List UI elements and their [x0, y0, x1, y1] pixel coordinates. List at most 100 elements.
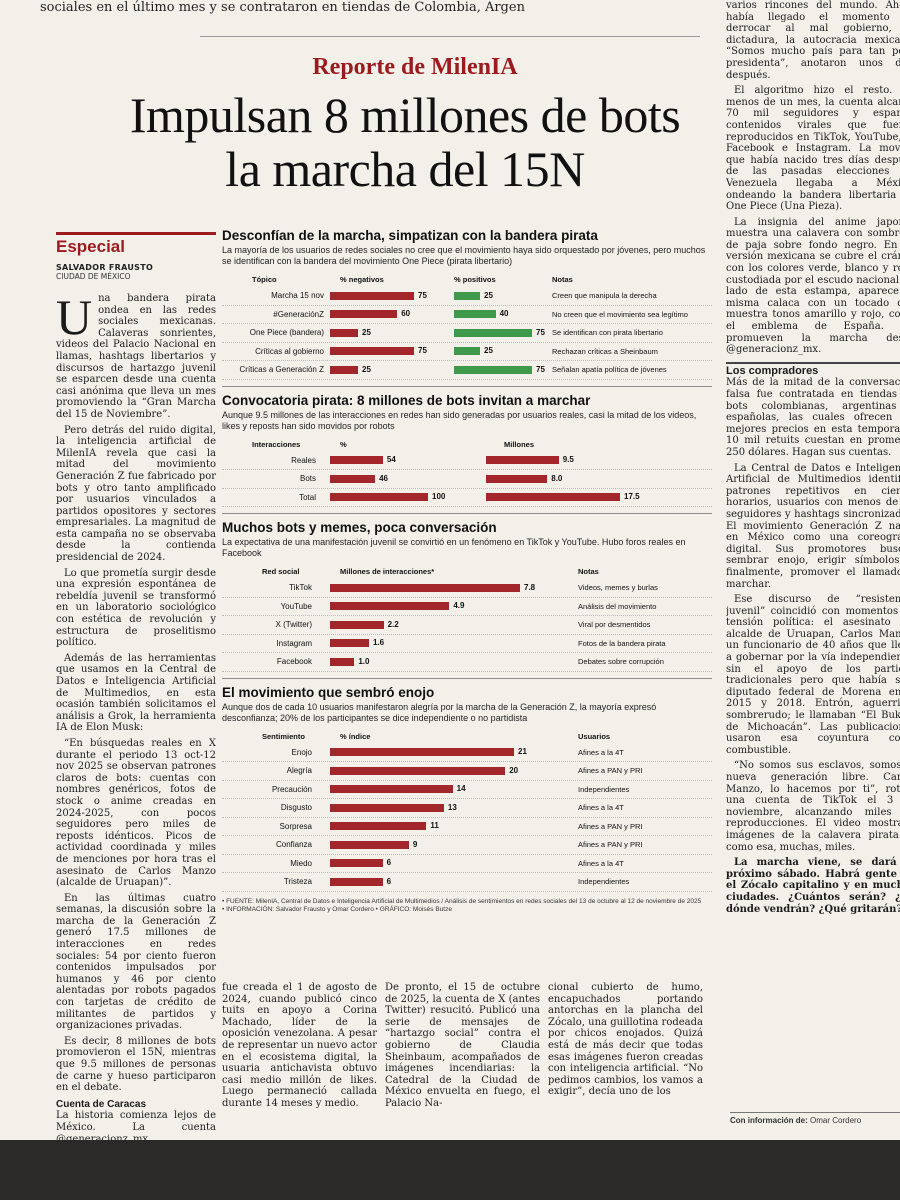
row-label: Confianza — [275, 840, 312, 849]
value-interactions: 1.0 — [358, 656, 370, 666]
value-negative: 25 — [362, 327, 371, 337]
newspaper-page: sociales en el último mes y se contratar… — [0, 0, 900, 1145]
headline: Impulsan 8 millones de bots la marcha de… — [129, 87, 681, 197]
chart-rows: Marcha 15 nov 75 25 Creen que manipula la d… — [222, 287, 712, 380]
table-surface — [0, 1140, 900, 1200]
row-users: Afines a la 4T — [578, 858, 624, 868]
value-negative: 25 — [362, 364, 371, 374]
bar-positive — [454, 365, 532, 374]
bar-negative — [330, 310, 398, 318]
row-label: X (Twitter) — [275, 620, 312, 629]
row-note: No creen que el movimiento sea legítimo — [552, 309, 688, 319]
paragraph: El algoritmo hizo el resto. En menos de … — [726, 85, 900, 213]
row-users: Afines a la 4T — [578, 747, 624, 757]
paragraph: “En búsquedas reales en X durante el per… — [56, 737, 216, 889]
value-negative: 75 — [418, 346, 427, 355]
table-row: Críticas a Generación Z 25 75 Señalan apatí… — [222, 361, 712, 380]
source-line: • FUENTE: MilenIA, Central de Datos e In… — [222, 897, 702, 905]
table-row: #GeneraciónZ 60 40 No creen que el movimien… — [222, 306, 712, 324]
bar-positive — [454, 291, 480, 300]
value-percent: 54 — [386, 455, 396, 464]
bar-positive — [454, 328, 532, 337]
paragraph: La Central de Datos e Inteligencia Artif… — [726, 462, 900, 590]
value-sentiment: 21 — [518, 747, 527, 756]
chart-title: Convocatoria pirata: 8 millones de bots … — [222, 392, 591, 408]
row-users: Afines a PAN y PRI — [578, 766, 643, 775]
value-sentiment: 14 — [456, 784, 466, 793]
header-notes: Notas — [552, 275, 573, 284]
chart-1: Desconfían de la marcha, simpatizan con … — [222, 228, 712, 380]
bar-sentiment — [330, 748, 514, 756]
row-users: Independientes — [578, 784, 630, 794]
value-positive: 25 — [484, 346, 493, 355]
contributor-credit: Con información de: Omar Cordero — [730, 1112, 900, 1125]
top-rule — [200, 36, 700, 37]
table-row: Enojo 21 Afines a la 4T — [222, 744, 712, 762]
bar-sentiment — [330, 803, 444, 812]
table-row: Bots 46 8.0 — [222, 470, 712, 489]
header-value: Millones de interacciones* — [340, 567, 435, 576]
table-row: Reales 54 9.5 — [222, 452, 712, 470]
article-body-col3: De pronto, el 15 de octubre de 2025, la … — [385, 982, 540, 1109]
byline-city: CIUDAD DE MÉXICO — [56, 272, 131, 281]
value-positive: 25 — [484, 290, 493, 300]
subhead: Cuenta de Caracas — [56, 1098, 147, 1110]
header-notes: Notas — [578, 567, 599, 576]
paragraph: La insignia del anime japonés muestra un… — [726, 216, 900, 356]
header-pct: % — [340, 439, 347, 449]
row-label: Enojo — [291, 747, 312, 757]
header-neg: % negativos — [340, 275, 384, 284]
row-users: Independientes — [578, 877, 630, 886]
bar-millions — [486, 474, 548, 483]
header-pos: % positivos — [454, 275, 496, 284]
value-interactions: 4.9 — [453, 601, 465, 610]
table-row: Confianza 9 Afines a PAN y PRI — [222, 836, 712, 855]
chart-description: Aunque 9.5 millones de las interacciones… — [222, 409, 697, 431]
header-value: % índice — [340, 731, 371, 741]
bar-sentiment — [330, 840, 409, 849]
paragraph: En las últimas cuatro semanas, la discus… — [56, 892, 216, 1032]
table-row: Facebook 1.0 Debates sobre corrupción — [222, 653, 712, 672]
divider — [222, 677, 712, 679]
paragraph: “No somos sus esclavos, somos la nueva g… — [726, 760, 900, 853]
chart-header: Sentimiento % índice Usuarios — [222, 732, 712, 744]
paragraph: na bandera pirata ondea en las redes soc… — [56, 293, 216, 420]
row-users: Afines a la 4T — [578, 803, 624, 812]
bar-millions — [486, 493, 620, 501]
row-label: TikTok — [289, 583, 312, 592]
value-sentiment: 9 — [412, 839, 418, 849]
row-note: Señalan apatía política de jóvenes — [552, 365, 667, 374]
bar-percent — [330, 456, 383, 464]
chart-title: El movimiento que sembró enojo — [222, 684, 435, 700]
bar-positive — [454, 347, 480, 355]
row-label: Precaución — [271, 784, 312, 794]
chart-title: Desconfían de la marcha, simpatizan con … — [222, 228, 598, 243]
row-label: Marcha 15 nov — [271, 291, 324, 300]
row-label: Sorpresa — [279, 821, 312, 831]
right-column: varios rincones del mundo. Ahora había l… — [726, 0, 900, 1130]
section-label: Especial — [56, 232, 216, 257]
paragraph: Más de la mitad de la conversación falsa… — [726, 377, 900, 458]
contributor-name: Omar Cordero — [810, 1116, 862, 1125]
chart-rows: TikTok 7.8 Videos, memes y burlas YouTube 4.… — [222, 579, 712, 672]
row-note: Viral por desmentidos — [578, 620, 651, 629]
bar-percent — [330, 474, 376, 483]
paragraph: La historia comienza lejos de México. La… — [56, 1110, 216, 1144]
value-percent: 100 — [432, 492, 446, 501]
chart-description: Aunque dos de cada 10 usuarios manifesta… — [222, 701, 657, 723]
bar-interactions — [330, 602, 450, 610]
bar-negative — [330, 347, 414, 355]
value-sentiment: 11 — [430, 821, 439, 830]
row-users: Afines a PAN y PRI — [578, 840, 643, 849]
value-millions: 8.0 — [551, 473, 563, 483]
table-row: TikTok 7.8 Videos, memes y burlas — [222, 579, 712, 598]
chart-description: La mayoría de los usuarios de redes soci… — [222, 245, 706, 266]
chart-2: Convocatoria pirata: 8 millones de bots … — [222, 392, 712, 507]
bar-sentiment — [330, 877, 383, 886]
row-note: Videos, memes y burlas — [578, 583, 658, 592]
value-negative: 75 — [418, 290, 427, 300]
row-label: #GeneraciónZ — [273, 309, 324, 319]
header-label: Interacciones — [252, 439, 301, 449]
table-row: Precaución 14 Independientes — [222, 781, 712, 799]
row-label: Disgusto — [280, 803, 312, 812]
